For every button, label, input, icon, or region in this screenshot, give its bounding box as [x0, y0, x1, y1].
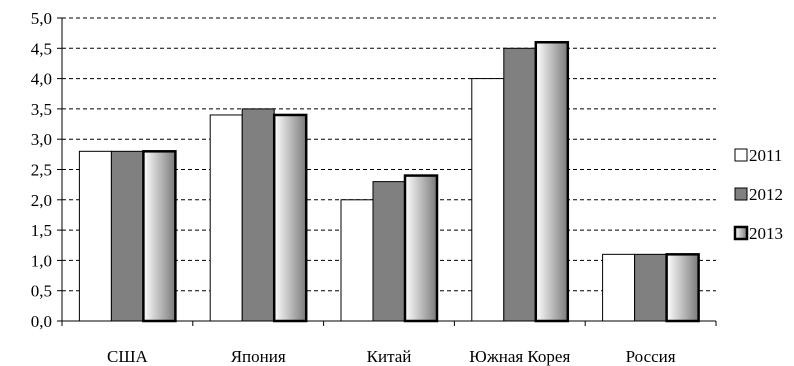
y-tick-label: 1,0 [31, 251, 52, 270]
axes [57, 17, 717, 326]
bar-2012-0 [110, 150, 144, 322]
x-category-label: Китай [367, 347, 412, 366]
y-tick-label: 4,0 [31, 70, 52, 89]
legend-label-2011: 2011 [749, 146, 782, 165]
y-tick-label: 1,5 [31, 221, 52, 240]
legend: 2011 2012 2013 [733, 146, 783, 243]
y-tick-label: 2,5 [31, 161, 52, 180]
bar-2011-3 [471, 78, 505, 322]
bar-2013-0 [142, 150, 177, 323]
bar-2012-2 [372, 181, 406, 322]
bar-2012-1 [241, 108, 275, 322]
x-category-label: Япония [231, 347, 286, 366]
y-tick-label: 3,5 [31, 100, 52, 119]
x-category-label: Россия [626, 347, 676, 366]
bar-2013-3 [534, 40, 570, 323]
y-tick-label: 5,0 [31, 9, 52, 28]
bar-2011-1 [209, 114, 243, 322]
bar-2013-4 [665, 253, 700, 323]
x-category-label: Южная Корея [469, 347, 570, 366]
legend-swatch-2013 [733, 225, 749, 241]
bar-2011-2 [340, 199, 374, 322]
y-tick-label: 4,5 [31, 39, 52, 58]
bar-2011-0 [78, 150, 112, 322]
x-category-label: США [107, 347, 148, 366]
bars [78, 40, 700, 323]
legend-label-2012: 2012 [749, 185, 783, 204]
legend-swatch-2011 [734, 148, 748, 162]
bar-2012-4 [634, 253, 668, 322]
bar-2012-3 [503, 47, 537, 322]
bar-2013-2 [403, 174, 439, 323]
y-tick-label: 3,0 [31, 130, 52, 149]
legend-label-2013: 2013 [749, 224, 783, 243]
bar-2011-4 [602, 253, 636, 322]
y-tick-label: 0,0 [31, 312, 52, 331]
y-axis-ticks: 0,0 0,5 1,0 1,5 2,0 2,5 3,0 3,5 4,0 4,5 5,0 [31, 9, 52, 331]
bar-2013-1 [272, 113, 308, 323]
y-tick-label: 2,0 [31, 191, 52, 210]
x-axis-categories: США Япония Китай Южная Корея Россия [107, 347, 676, 366]
y-tick-label: 0,5 [31, 282, 52, 301]
legend-swatch-2012 [734, 187, 748, 201]
